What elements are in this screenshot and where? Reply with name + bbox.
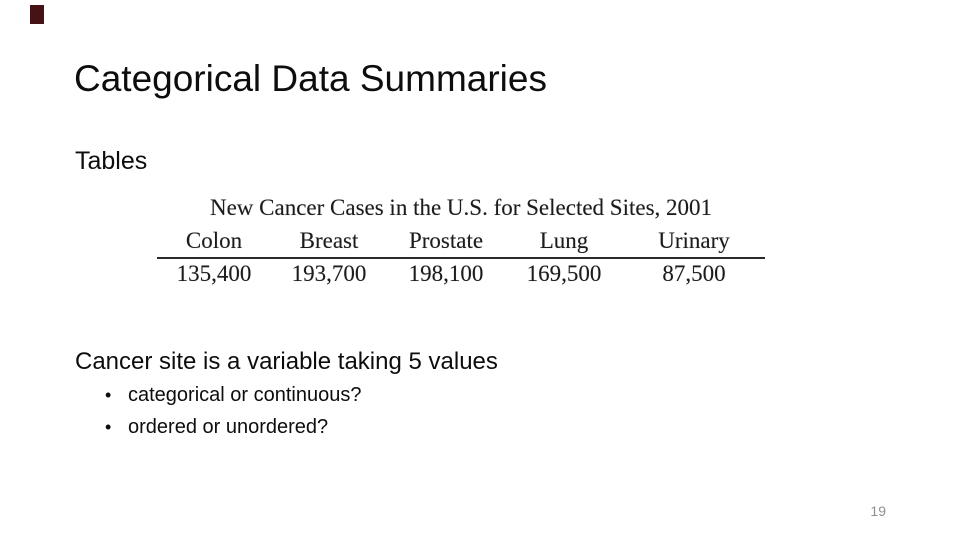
section-label: Tables [75, 147, 148, 175]
table-rule-divider [157, 257, 765, 259]
table-column-header: Prostate [408, 228, 484, 253]
cancer-cases-table-figure: New Cancer Cases in the U.S. for Selecte… [157, 195, 765, 287]
bullet-marker: • [105, 417, 112, 437]
table-cell-value: 169,500 [526, 261, 602, 286]
table-cell-value: 87,500 [662, 261, 726, 286]
table-title: New Cancer Cases in the U.S. for Selecte… [209, 195, 713, 220]
table-column-header: Urinary [658, 228, 730, 253]
table-cell-value: 135,400 [176, 261, 252, 286]
bullet-marker: • [105, 385, 112, 405]
table-header-row: Colon Breast Prostate Lung Urinary [157, 228, 765, 254]
table-value-row: 135,400 193,700 198,100 169,500 87,500 [157, 261, 765, 287]
table-cell-value: 193,700 [291, 261, 367, 286]
table-cell-value: 198,100 [408, 261, 484, 286]
bullet-text: categorical or continuous? [128, 384, 362, 406]
table-column-header: Breast [299, 228, 359, 253]
bullet-item: • categorical or continuous? [105, 384, 361, 407]
statement-text: Cancer site is a variable taking 5 value… [75, 348, 498, 375]
page-number: 19 [870, 503, 886, 519]
slide-corner-logo-mark [30, 5, 44, 24]
bullet-text: ordered or unordered? [128, 416, 329, 438]
slide-title: Categorical Data Summaries [74, 58, 547, 99]
table-column-header: Colon [185, 228, 243, 253]
table-column-header: Lung [539, 228, 589, 253]
bullet-item: • ordered or unordered? [105, 416, 361, 439]
bullet-list: • categorical or continuous? • ordered o… [105, 384, 361, 448]
